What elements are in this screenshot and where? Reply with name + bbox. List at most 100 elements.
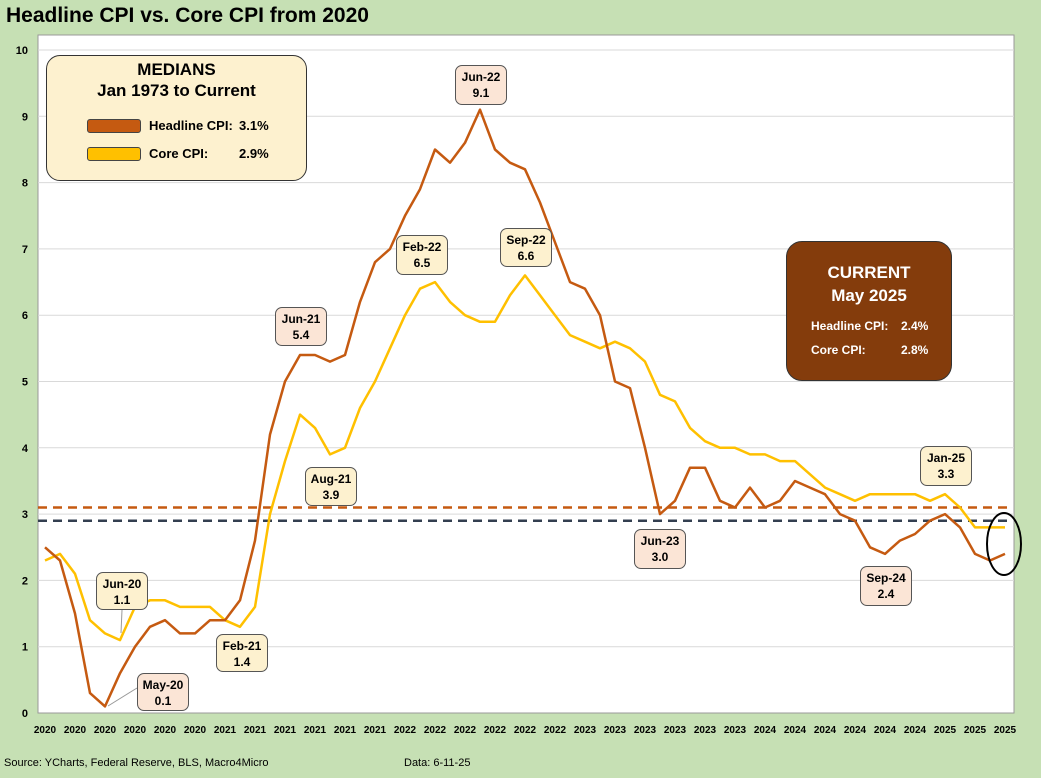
annotation-label: May-20 bbox=[142, 678, 184, 692]
x-tick-label: 2023 bbox=[694, 725, 717, 736]
annotation-feb-21: Feb-21 1.4 bbox=[216, 634, 268, 672]
x-tick-label: 2023 bbox=[634, 725, 657, 736]
x-tick-label: 2021 bbox=[214, 725, 237, 736]
x-tick-label: 2024 bbox=[754, 725, 777, 736]
annotation-label: Sep-22 bbox=[506, 233, 546, 247]
y-tick-label: 6 bbox=[22, 310, 28, 322]
y-tick-label: 2 bbox=[22, 575, 28, 587]
y-tick-label: 3 bbox=[22, 509, 28, 521]
annotation-value: 9.1 bbox=[472, 86, 490, 100]
annotation-aug-21: Aug-21 3.9 bbox=[305, 467, 357, 506]
annotation-feb-22: Feb-22 6.5 bbox=[396, 235, 448, 275]
core-swatch bbox=[87, 146, 141, 161]
current-row-headline: Headline CPI: 2.4% bbox=[811, 319, 928, 333]
annotation-may-20: May-20 0.1 bbox=[137, 673, 189, 711]
x-tick-label: 2021 bbox=[274, 725, 297, 736]
x-tick-label: 2020 bbox=[184, 725, 207, 736]
x-tick-label: 2021 bbox=[244, 725, 267, 736]
y-tick-label: 10 bbox=[16, 45, 28, 57]
current-highlight-ellipse bbox=[986, 512, 1022, 576]
annotation-value: 3.3 bbox=[937, 467, 955, 481]
annotation-value: 5.4 bbox=[292, 328, 310, 342]
x-tick-label: 2023 bbox=[724, 725, 747, 736]
legend-headline-label: Headline CPI: bbox=[149, 118, 233, 133]
x-tick-label: 2023 bbox=[574, 725, 597, 736]
annotation-jun-20: Jun-20 1.1 bbox=[96, 572, 148, 610]
annotation-label: Jun-22 bbox=[461, 70, 501, 84]
x-tick-label: 2020 bbox=[154, 725, 177, 736]
annotation-label: Aug-21 bbox=[310, 472, 352, 486]
y-tick-label: 8 bbox=[22, 178, 28, 190]
source-note: Source: YCharts, Federal Reserve, BLS, M… bbox=[4, 757, 269, 769]
annotation-label: Jan-25 bbox=[926, 451, 966, 465]
x-tick-label: 2020 bbox=[64, 725, 87, 736]
x-tick-label: 2024 bbox=[874, 725, 897, 736]
annotation-label: Jun-21 bbox=[281, 312, 321, 326]
headline-cpi-line bbox=[44, 108, 1006, 708]
annotation-sep-22: Sep-22 6.6 bbox=[500, 228, 552, 267]
current-box: CURRENT May 2025 Headline CPI: 2.4% Core… bbox=[786, 241, 952, 381]
data-date: Data: 6-11-25 bbox=[404, 757, 471, 769]
y-tick-label: 0 bbox=[22, 708, 28, 720]
annotation-label: Jun-20 bbox=[102, 577, 142, 591]
annotation-jun-21: Jun-21 5.4 bbox=[275, 307, 327, 346]
annotation-leader-may-20 bbox=[107, 687, 138, 707]
current-row-core: Core CPI: 2.8% bbox=[811, 343, 928, 357]
y-tick-label: 1 bbox=[22, 642, 28, 654]
annotation-value: 1.4 bbox=[233, 655, 251, 669]
x-tick-label: 2020 bbox=[124, 725, 147, 736]
medians-legend: MEDIANS Jan 1973 to Current Headline CPI… bbox=[46, 55, 307, 181]
annotation-jun-22: Jun-22 9.1 bbox=[455, 65, 507, 105]
y-tick-label: 7 bbox=[22, 244, 28, 256]
annotation-sep-24: Sep-24 2.4 bbox=[860, 566, 912, 606]
x-tick-label: 2021 bbox=[304, 725, 327, 736]
annotation-label: Feb-21 bbox=[222, 639, 262, 653]
x-tick-label: 2022 bbox=[424, 725, 447, 736]
annotation-jun-23: Jun-23 3.0 bbox=[634, 529, 686, 569]
x-tick-label: 2022 bbox=[514, 725, 537, 736]
current-heading: CURRENT bbox=[827, 263, 911, 282]
x-tick-label: 2020 bbox=[34, 725, 57, 736]
x-tick-label: 2024 bbox=[904, 725, 927, 736]
x-tick-label: 2020 bbox=[94, 725, 117, 736]
x-tick-label: 2024 bbox=[814, 725, 837, 736]
annotation-label: Jun-23 bbox=[640, 534, 680, 548]
x-tick-label: 2022 bbox=[394, 725, 417, 736]
legend-heading: MEDIANS bbox=[137, 60, 216, 79]
x-tick-label: 2024 bbox=[844, 725, 867, 736]
annotation-value: 3.0 bbox=[651, 550, 669, 564]
annotation-jan-25: Jan-25 3.3 bbox=[920, 446, 972, 486]
annotation-value: 1.1 bbox=[113, 593, 131, 607]
x-tick-label: 2025 bbox=[934, 725, 957, 736]
legend-core-label: Core CPI: bbox=[149, 146, 209, 161]
x-tick-label: 2022 bbox=[484, 725, 507, 736]
chart-title: Headline CPI vs. Core CPI from 2020 bbox=[6, 4, 369, 27]
annotation-label: Sep-24 bbox=[866, 571, 906, 585]
x-tick-label: 2021 bbox=[364, 725, 387, 736]
y-tick-label: 9 bbox=[22, 111, 28, 123]
annotation-leader-jun-20 bbox=[120, 609, 123, 634]
legend-headline-value: 3.1% bbox=[239, 118, 269, 133]
x-tick-label: 2025 bbox=[964, 725, 987, 736]
x-tick-label: 2023 bbox=[664, 725, 687, 736]
x-tick-label: 2021 bbox=[334, 725, 357, 736]
core-cpi-line bbox=[44, 274, 1005, 642]
annotation-label: Feb-22 bbox=[402, 240, 442, 254]
legend-subheading: Jan 1973 to Current bbox=[97, 81, 256, 100]
current-headline-value: 2.4% bbox=[901, 319, 929, 333]
current-core-label: Core CPI: bbox=[811, 343, 866, 357]
annotation-value: 6.6 bbox=[517, 249, 535, 263]
annotation-value: 2.4 bbox=[877, 587, 895, 601]
headline-swatch bbox=[87, 118, 141, 133]
legend-core-value: 2.9% bbox=[239, 146, 269, 161]
y-tick-label: 5 bbox=[22, 377, 28, 389]
current-subheading: May 2025 bbox=[831, 286, 907, 305]
legend-row-headline: Headline CPI: 3.1% bbox=[87, 118, 269, 133]
current-headline-label: Headline CPI: bbox=[811, 319, 889, 333]
legend-row-core: Core CPI: 2.9% bbox=[87, 146, 269, 161]
x-tick-label: 2024 bbox=[784, 725, 807, 736]
x-tick-label: 2023 bbox=[604, 725, 627, 736]
annotation-value: 0.1 bbox=[154, 694, 172, 708]
x-tick-label: 2025 bbox=[994, 725, 1017, 736]
current-core-value: 2.8% bbox=[901, 343, 929, 357]
